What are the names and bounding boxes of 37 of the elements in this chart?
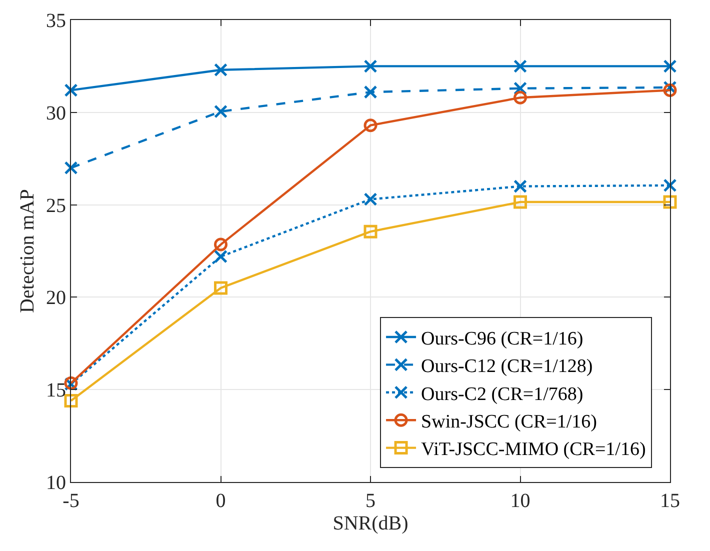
y-tick-label: 15 <box>46 380 66 402</box>
point <box>214 63 228 77</box>
point <box>663 83 677 97</box>
point <box>64 394 78 408</box>
legend-label: Ours-C96 (CR=1/16) <box>421 328 584 350</box>
x-tick-label: 15 <box>660 490 680 512</box>
point <box>364 192 378 206</box>
point <box>663 59 677 73</box>
legend-label: Ours-C12 (CR=1/128) <box>421 356 593 378</box>
point <box>514 195 527 209</box>
legend-label: Swin-JSCC (CR=1/16) <box>421 412 597 432</box>
point <box>364 59 378 73</box>
legend-label: ViT-JSCC-MIMO (CR=1/16) <box>421 439 646 460</box>
x-axis-title: SNR(dB) <box>332 512 408 534</box>
y-tick-label: 35 <box>46 10 66 32</box>
point <box>663 195 677 209</box>
x-tick-label: 10 <box>510 490 530 512</box>
point <box>514 180 527 194</box>
x-tick-label: 0 <box>216 490 226 512</box>
point <box>364 118 378 132</box>
x-tick-label: 5 <box>366 490 376 512</box>
point <box>214 238 228 252</box>
y-tick-label: 20 <box>46 287 66 310</box>
point <box>64 161 78 175</box>
point <box>514 59 527 73</box>
legend-label: Ours-C2 (CR=1/768) <box>421 384 584 405</box>
y-tick-label: 30 <box>46 102 66 124</box>
point <box>214 281 228 295</box>
point <box>214 250 228 264</box>
point <box>214 104 228 118</box>
y-tick-label: 25 <box>46 194 66 217</box>
y-axis-title: Detection mAP <box>16 189 38 313</box>
point <box>663 178 677 192</box>
point <box>64 83 78 97</box>
point <box>364 85 378 99</box>
point <box>514 90 527 104</box>
point <box>364 224 378 238</box>
